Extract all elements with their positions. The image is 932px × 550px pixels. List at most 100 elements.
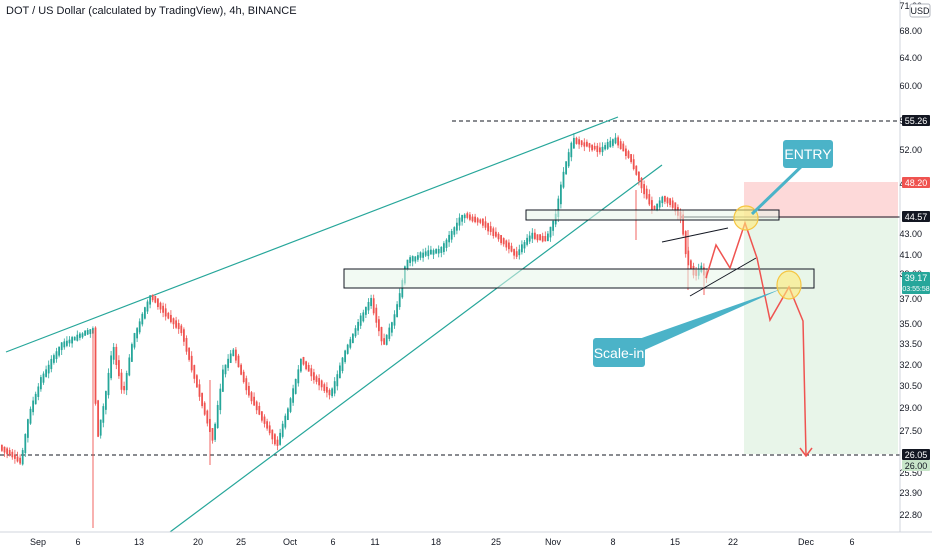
candle-body [328,389,331,396]
candle-body [37,386,40,397]
candle-body [674,202,677,212]
time-tick-label: 13 [134,537,144,547]
currency-badge[interactable] [909,3,931,18]
candle-body [435,249,437,254]
candle-body [235,349,237,361]
time-tick-label: 18 [431,537,441,547]
candle-body [3,446,6,453]
candle-body [596,145,599,153]
candle-body [482,218,484,226]
entry-callout-label: ENTRY [784,146,832,162]
candle-body [68,339,71,344]
price-tag-label: 26.05 [905,450,928,460]
candle-body [105,391,107,410]
time-axis[interactable]: Sep 6 13 20 25 Oct 6 11 18 25 Nov 8 15 22 Dec 6 [30,537,855,547]
candle-body [227,358,229,368]
candle-body [136,328,138,339]
candle-body [487,223,489,232]
candle-body [661,196,664,204]
entry-callout [783,140,833,168]
candle-body [120,372,123,390]
price-tick-label: 22.80 [899,510,922,520]
candle-body [508,242,510,250]
wedge-upper-line [661,227,729,243]
time-tick-label: Dec [798,537,815,547]
candle-body [159,302,162,310]
candle-body [144,307,146,319]
candle-body [79,333,81,338]
candle-body [203,402,206,415]
price-tag [902,177,930,188]
scale-in-zone-box [343,268,815,289]
candle-body [456,222,458,231]
candle-body [419,252,422,258]
candle-body [469,214,471,220]
candle-body [6,448,8,455]
candle-body [606,142,609,149]
candle-body [99,419,102,436]
candle-body [34,393,37,405]
candle-body [255,401,258,411]
candle-body [552,220,554,231]
candle-body [653,205,656,210]
candle-body [123,385,125,391]
candle-body [443,243,445,252]
candle-body [323,384,326,391]
price-tick-label: 60.00 [899,81,922,91]
price-tick-label: 35.00 [899,319,922,329]
scale-in-callout-label: Scale-in [594,345,645,361]
candle-body [16,456,19,462]
price-tick-label: 33.50 [899,339,922,349]
price-axis[interactable]: 71.0068.0064.0060.0056.0052.0048.0043.00… [899,1,922,520]
candle-body [505,240,508,248]
candle-body [157,298,159,308]
candle-body [401,280,404,298]
candle-body [167,312,170,319]
candle-body [523,242,526,249]
candle-body [352,333,354,343]
candle-body [55,351,58,360]
candle-body [162,305,164,313]
candle-body [500,235,502,244]
candle-body [42,373,45,383]
price-tag-label: 44.57 [905,212,928,222]
candle-body [193,365,196,379]
candle-body [489,226,492,232]
candle-body [560,184,562,205]
candle-body [138,321,141,333]
candle-body [331,388,333,397]
candle-body [297,369,300,384]
candle-body [307,364,310,372]
candle-body [177,323,180,330]
candle-body [281,423,284,437]
time-tick-label: 22 [728,537,738,547]
candle-body [141,313,144,325]
candle-body [222,369,224,392]
candle-body [463,214,466,219]
candle-body [115,346,118,365]
candle-body [583,142,586,147]
take-profit-zone [744,218,898,454]
candle-body [591,144,593,151]
candle-body [237,355,240,368]
candle-body [97,400,99,437]
candle-body [164,308,167,317]
candle-body [378,319,380,332]
candle-body [625,148,627,156]
time-tick-label: 20 [193,537,203,547]
candle-body [315,376,318,382]
candle-body [53,355,55,363]
candle-body [578,139,580,145]
candle-body [609,140,612,148]
candle-body [484,221,487,228]
candle-body [690,260,692,269]
candle-body [300,358,302,372]
candle-body [128,357,131,376]
candle-body [214,423,216,440]
price-tick-label: 29.00 [899,403,922,413]
candle-body [172,318,175,325]
candle-body [651,200,653,211]
candle-body [461,214,463,222]
